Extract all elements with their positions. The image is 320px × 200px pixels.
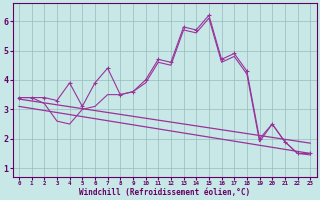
X-axis label: Windchill (Refroidissement éolien,°C): Windchill (Refroidissement éolien,°C) <box>79 188 250 197</box>
